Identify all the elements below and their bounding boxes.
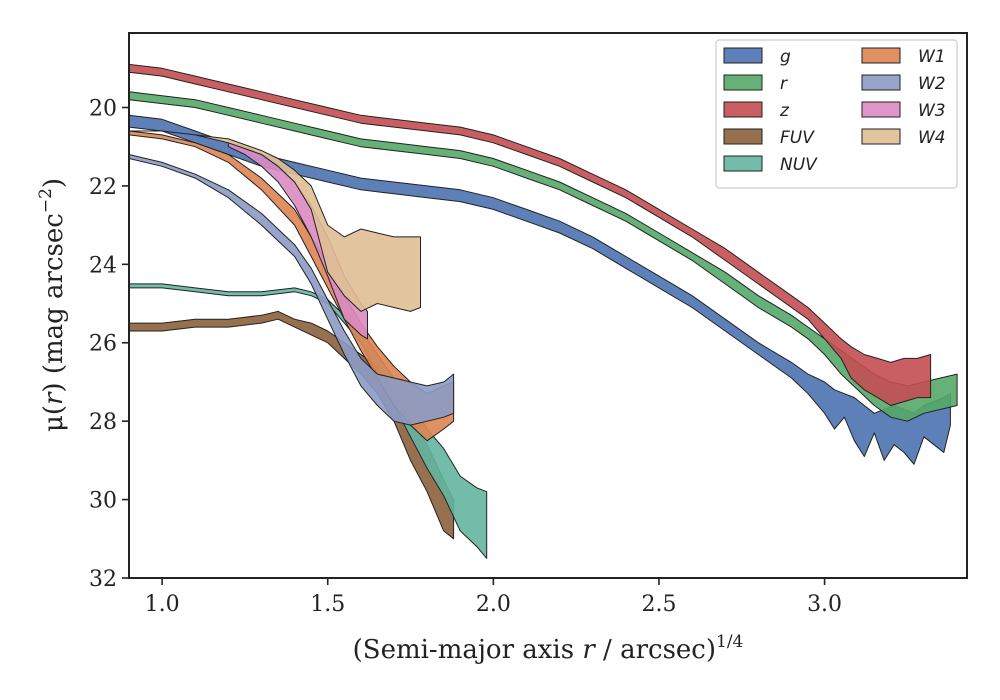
x-tick-label: 1.5 [310,592,345,617]
legend-label-g: g [780,47,791,67]
y-tick-label: 20 [89,96,117,121]
legend-label-w4: W4 [918,128,946,148]
x-tick-label: 1.0 [145,592,180,617]
series-layer [128,63,958,559]
legend-label-z: z [779,101,790,121]
series-band-w2 [128,154,455,426]
legend-swatch-w1 [861,47,901,64]
plot-frame [128,32,968,579]
series-band-w4 [128,130,421,312]
y-tick-label: 26 [89,332,117,357]
y-tick-label: 24 [89,253,117,278]
x-axis-label: (Semi-major axis r / arcsec)1/4 [353,632,744,665]
legend: grz FUV NUV W1 W2 W3 W4 [715,39,958,189]
legend-swatch-fuv [723,128,763,145]
series-band-w1 [128,130,455,442]
legend-label-fuv: FUV [780,128,815,148]
series-band-z [128,63,932,406]
legend-swatch-w3 [861,101,901,118]
y-tick-label: 22 [89,175,117,200]
y-tick-label: 30 [89,489,117,514]
legend-label-w3: W3 [918,101,946,121]
legend-label-r: r [780,74,788,94]
x-tick-label: 2.0 [476,592,511,617]
x-axis: 1.0 1.5 2.0 2.5 3.0 [145,578,842,617]
x-tick-label: 3.0 [807,592,842,617]
legend-swatch-w2 [861,74,901,91]
legend-swatch-g [723,47,763,64]
legend-label-w2: W2 [918,74,946,94]
legend-label-w1: W1 [918,47,946,67]
y-axis-label: μ(r) (mag arcsec−2) [36,178,69,432]
legend-swatch-nuv [723,155,763,172]
legend-swatch-w4 [861,128,901,145]
series-band-g [128,114,951,465]
legend-swatch-z [723,101,763,118]
y-tick-label: 32 [89,567,117,592]
y-axis: 20 22 24 26 28 30 32 [89,96,129,592]
legend-label-nuv: NUV [780,155,818,175]
y-tick-label: 28 [89,410,117,435]
legend-swatch-r [723,74,763,91]
x-tick-label: 2.5 [641,592,676,617]
